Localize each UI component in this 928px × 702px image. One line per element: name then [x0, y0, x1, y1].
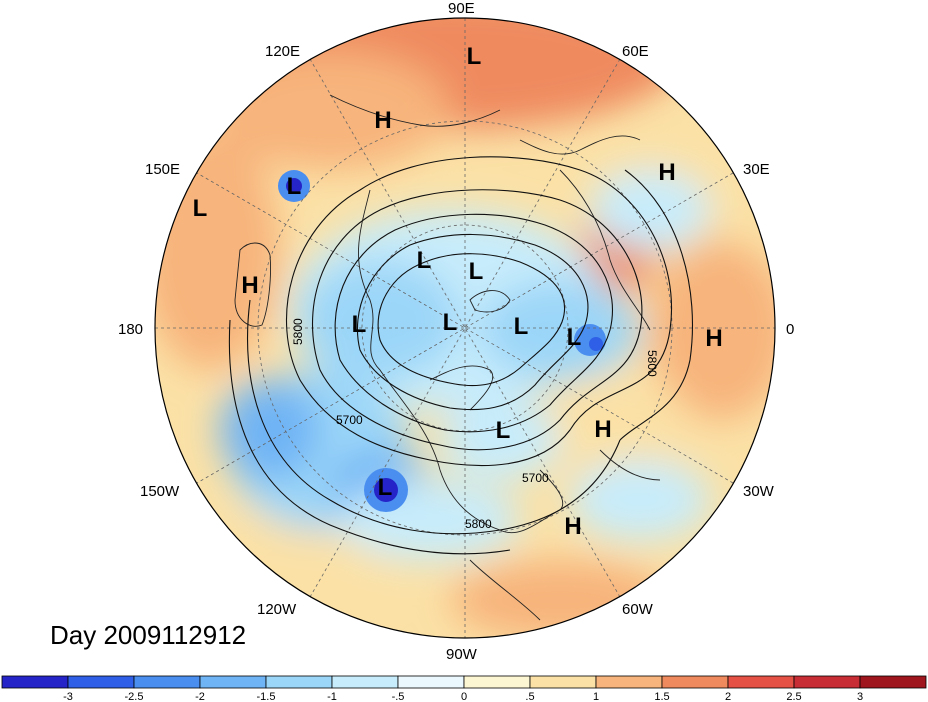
colorbar-tick-label: -1.5	[257, 691, 276, 702]
high-center-marker: H	[658, 159, 675, 186]
polar-stereographic-map: 5800 5700 5700 5800 5800 90E 60E 30E 0 3…	[118, 0, 794, 663]
colorbar-swatch	[859, 675, 927, 689]
lon-label-120w: 120W	[257, 601, 297, 618]
low-center-marker: L	[567, 324, 582, 351]
colorbar-swatch	[595, 675, 663, 689]
contour-label: 5700	[336, 413, 363, 427]
colorbar-tick-label: -1	[327, 691, 337, 702]
height-contours	[228, 156, 693, 555]
high-center-marker: H	[564, 513, 581, 540]
lon-label-30w: 30W	[743, 483, 775, 500]
contour-label: 5700	[522, 471, 549, 485]
colorbar-ticks: -3 -2.5 -2 -1.5 -1 -.5 0 .5 1 1.5 2 2.5 3	[63, 691, 863, 702]
low-center-marker: L	[514, 313, 529, 340]
colorbar-tick-label: -2.5	[125, 691, 144, 702]
colorbar-swatch	[463, 675, 531, 689]
lon-label-120e: 120E	[265, 43, 300, 60]
high-center-marker: H	[241, 272, 258, 299]
low-center-marker: L	[496, 417, 511, 444]
colorbar-swatch	[529, 675, 597, 689]
graticule	[155, 18, 775, 638]
colorbar-swatch	[133, 675, 201, 689]
colorbar-tick-label: -.5	[392, 691, 405, 702]
colorbar-tick-label: 1	[593, 691, 599, 702]
lon-label-150w: 150W	[140, 483, 180, 500]
colorbar-swatch	[67, 675, 135, 689]
lon-label-60w: 60W	[622, 601, 654, 618]
colorbar-tick-label: 2.5	[786, 691, 801, 702]
colorbar-swatch	[331, 675, 399, 689]
low-center-marker: L	[193, 195, 208, 222]
low-center-marker: L	[417, 247, 432, 274]
lon-label-60e: 60E	[622, 43, 649, 60]
colorbar-tick-label: 1.5	[654, 691, 669, 702]
contour-label: 5800	[465, 517, 492, 531]
anomaly-field	[155, 18, 775, 638]
lon-label-90e: 90E	[448, 0, 475, 17]
low-center-marker: L	[469, 258, 484, 285]
longitude-labels: 90E 60E 30E 0 30W 60W 90W 120W 150W 180 …	[118, 0, 794, 663]
contour-label: 5800	[291, 318, 305, 345]
colorbar-swatch	[199, 675, 267, 689]
day-title: Day 2009112912	[50, 620, 247, 650]
lon-label-30e: 30E	[743, 161, 770, 178]
high-center-marker: H	[594, 416, 611, 443]
high-center-marker: H	[374, 107, 391, 134]
lon-label-0: 0	[786, 321, 794, 338]
colorbar-tick-label: 0	[461, 691, 467, 702]
colorbar-tick-label: -2	[195, 691, 205, 702]
low-center-marker: L	[352, 311, 367, 338]
lon-label-90w: 90W	[446, 646, 478, 663]
pressure-centers: L H L H H L L L L L L L H H L L H	[193, 43, 723, 540]
colorbar-swatch	[265, 675, 333, 689]
lon-label-150e: 150E	[145, 161, 180, 178]
map-border	[154, 17, 776, 639]
lon-label-180: 180	[118, 321, 143, 338]
colorbar-swatch	[793, 675, 861, 689]
colorbar-swatch	[727, 675, 795, 689]
colorbar-swatch	[661, 675, 729, 689]
high-center-marker: H	[705, 325, 722, 352]
colorbar-tick-label: .5	[525, 691, 534, 702]
colorbar-tick-label: 3	[857, 691, 863, 702]
colorbar-tick-label: 2	[725, 691, 731, 702]
colorbar-tick-label: -3	[63, 691, 73, 702]
contour-labels: 5800 5700 5700 5800 5800	[291, 318, 659, 531]
low-center-marker: L	[287, 173, 302, 200]
colorbar-swatch	[1, 675, 69, 689]
contour-label: 5800	[645, 350, 659, 377]
low-center-marker: L	[378, 474, 393, 501]
colorbar-swatch	[397, 675, 465, 689]
low-center-marker: L	[443, 309, 458, 336]
colorbar-boxes	[1, 675, 927, 689]
low-center-marker: L	[467, 43, 482, 70]
colorbar: -3 -2.5 -2 -1.5 -1 -.5 0 .5 1 1.5 2 2.5 3	[1, 675, 927, 702]
